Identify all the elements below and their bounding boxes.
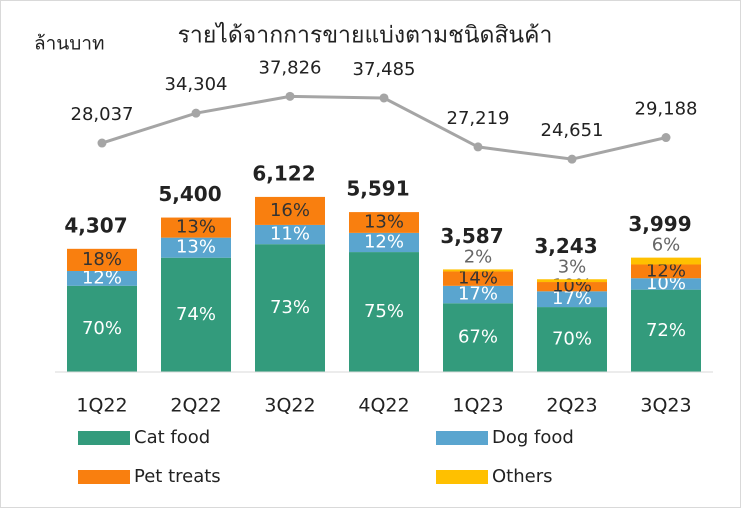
segment-label: 12% — [364, 231, 404, 252]
bar-segment — [537, 279, 607, 283]
total-label: 3,587 — [440, 224, 503, 248]
bar-segment — [349, 232, 419, 253]
bar-segment — [349, 252, 419, 372]
bar-segment — [67, 285, 137, 372]
line-label: 28,037 — [71, 104, 134, 125]
legend-label: Others — [492, 466, 553, 487]
legend-swatch — [78, 431, 130, 445]
line-point — [379, 93, 389, 103]
segment-label: 17% — [458, 284, 498, 305]
bar-segment — [537, 307, 607, 372]
unit-label: ล้านบาท — [34, 33, 105, 55]
total-label: 4,307 — [64, 213, 127, 237]
segment-label: 74% — [176, 304, 216, 325]
segment-label: 72% — [646, 320, 686, 341]
chart-title: รายได้จากการขายแบ่งตามชนิดสินค้า — [178, 22, 553, 49]
segment-label: 10% — [552, 276, 592, 297]
bar-segment — [443, 303, 513, 372]
segment-label: 3% — [558, 256, 587, 277]
x-tick-label: 1Q22 — [76, 395, 127, 417]
bar-segment — [537, 282, 607, 292]
bar-segment — [631, 264, 701, 279]
segment-label: 14% — [458, 268, 498, 289]
line-point — [661, 133, 671, 143]
bar-segment — [443, 271, 513, 286]
bar-segment — [255, 244, 325, 372]
bar-segment — [631, 278, 701, 290]
x-tick-label: 2Q23 — [546, 395, 597, 417]
segment-label: 70% — [552, 329, 592, 350]
bar-segment — [443, 269, 513, 272]
legend-swatch — [78, 470, 130, 484]
segment-label: 17% — [552, 288, 592, 309]
x-tick-label: 3Q23 — [640, 395, 691, 417]
segment-label: 73% — [270, 297, 310, 318]
bar-segment — [537, 291, 607, 308]
segment-label: 13% — [176, 237, 216, 258]
line-label: 24,651 — [541, 120, 604, 141]
total-label: 5,591 — [346, 177, 409, 201]
legend-label: Pet treats — [134, 466, 221, 487]
line-point — [97, 138, 107, 148]
bar-segment — [161, 237, 231, 258]
segment-label: 12% — [82, 267, 122, 288]
line-label: 27,219 — [447, 108, 510, 129]
bar-segment — [631, 257, 701, 265]
total-label: 6,122 — [252, 161, 315, 185]
line-label: 37,826 — [259, 57, 322, 78]
legend-label: Dog food — [492, 427, 574, 448]
segment-label: 12% — [646, 260, 686, 281]
segment-label: 67% — [458, 327, 498, 348]
segment-label: 11% — [270, 224, 310, 245]
segment-label: 6% — [652, 235, 681, 256]
bar-segment — [67, 270, 137, 286]
legend-swatch — [436, 431, 488, 445]
line-point — [473, 142, 483, 152]
line-label: 29,188 — [635, 99, 698, 120]
bar-segment — [349, 212, 419, 233]
segment-label: 16% — [270, 200, 310, 221]
segment-label: 2% — [464, 246, 493, 267]
x-tick-label: 1Q23 — [452, 395, 503, 417]
x-tick-label: 2Q22 — [170, 395, 221, 417]
segment-label: 13% — [176, 217, 216, 238]
bar-segment — [67, 248, 137, 271]
segment-label: 70% — [82, 318, 122, 339]
line-point — [191, 108, 201, 118]
bar-segment — [161, 217, 231, 238]
total-label: 3,999 — [628, 212, 691, 236]
bar-segment — [631, 289, 701, 372]
segment-label: 13% — [364, 211, 404, 232]
bar-segment — [161, 257, 231, 372]
total-label: 3,243 — [534, 234, 597, 258]
line-point — [285, 91, 295, 101]
line-label: 37,485 — [353, 59, 416, 80]
legend-swatch — [436, 470, 488, 484]
segment-label: 75% — [364, 301, 404, 322]
bar-segment — [255, 224, 325, 245]
bar-segment — [443, 285, 513, 304]
line-label: 34,304 — [165, 74, 228, 95]
x-tick-label: 4Q22 — [358, 395, 409, 417]
total-label: 5,400 — [158, 182, 221, 206]
legend-label: Cat food — [134, 427, 210, 448]
segment-label: 18% — [82, 249, 122, 270]
bar-segment — [255, 196, 325, 225]
x-tick-label: 3Q22 — [264, 395, 315, 417]
line-point — [567, 154, 577, 164]
